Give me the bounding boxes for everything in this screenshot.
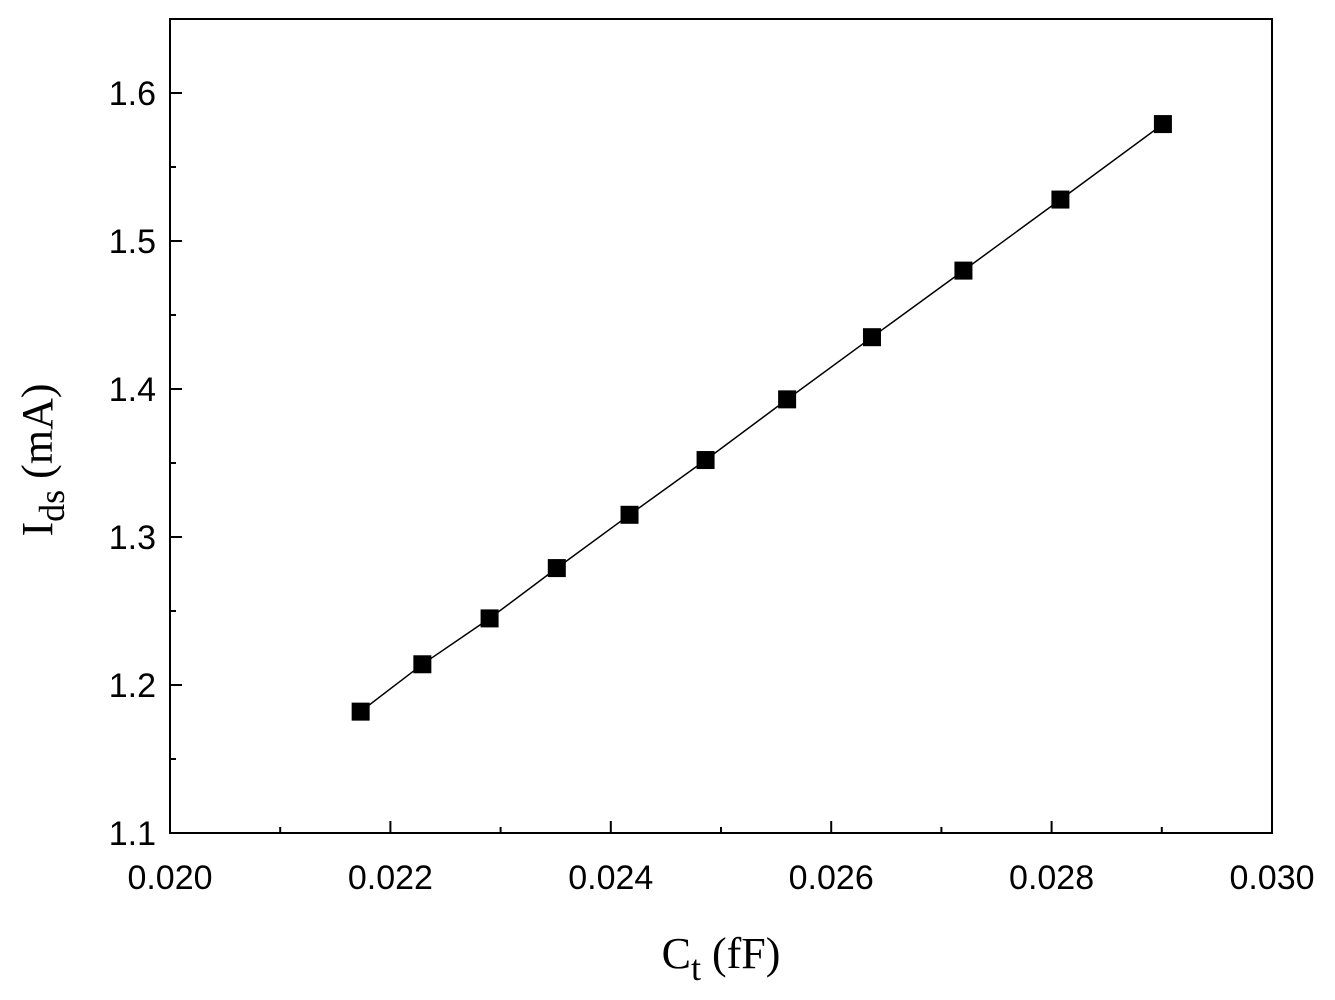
- plot-frame: [169, 18, 1273, 834]
- data-point: [696, 451, 715, 470]
- data-point: [480, 609, 499, 628]
- data-point: [954, 261, 973, 280]
- y-axis-title-unit: (mA): [13, 384, 62, 490]
- x-tick-label: 0.026: [789, 859, 874, 897]
- data-point: [862, 328, 881, 347]
- x-tick-label: 0.020: [127, 859, 212, 897]
- y-tick-label: 1.4: [109, 371, 156, 409]
- x-tick-label: 0.024: [568, 859, 653, 897]
- data-point: [413, 655, 432, 674]
- y-tick-label: 1.3: [109, 519, 156, 557]
- data-point: [547, 559, 566, 578]
- data-point: [620, 505, 639, 524]
- x-tick-label: 0.030: [1229, 859, 1314, 897]
- data-point: [778, 390, 797, 409]
- x-axis-ticks: 0.020 0.022 0.024 0.026 0.028 0.030: [127, 821, 1315, 897]
- x-axis-title-unit: (fF): [701, 929, 780, 978]
- y-axis-title: Ids (mA): [13, 384, 72, 537]
- x-tick-label: 0.028: [1009, 859, 1094, 897]
- y-axis-title-sub: ds: [32, 490, 72, 522]
- x-axis-title: Ct (fF): [662, 929, 781, 988]
- y-tick-label: 1.5: [109, 223, 156, 261]
- y-tick-label: 1.6: [109, 75, 156, 113]
- x-axis-title-sub: t: [691, 948, 701, 988]
- series-layer: [351, 115, 1172, 721]
- y-axis-title-main: I: [13, 522, 62, 537]
- data-point: [1051, 190, 1070, 209]
- data-point: [1153, 115, 1172, 134]
- y-tick-label: 1.2: [109, 667, 156, 705]
- x-tick-label: 0.022: [348, 859, 433, 897]
- y-tick-label: 1.1: [109, 815, 156, 853]
- x-axis-title-main: C: [662, 929, 691, 978]
- y-axis-ticks: 1.1 1.2 1.3 1.4 1.5 1.6: [109, 75, 182, 853]
- data-point: [351, 702, 370, 721]
